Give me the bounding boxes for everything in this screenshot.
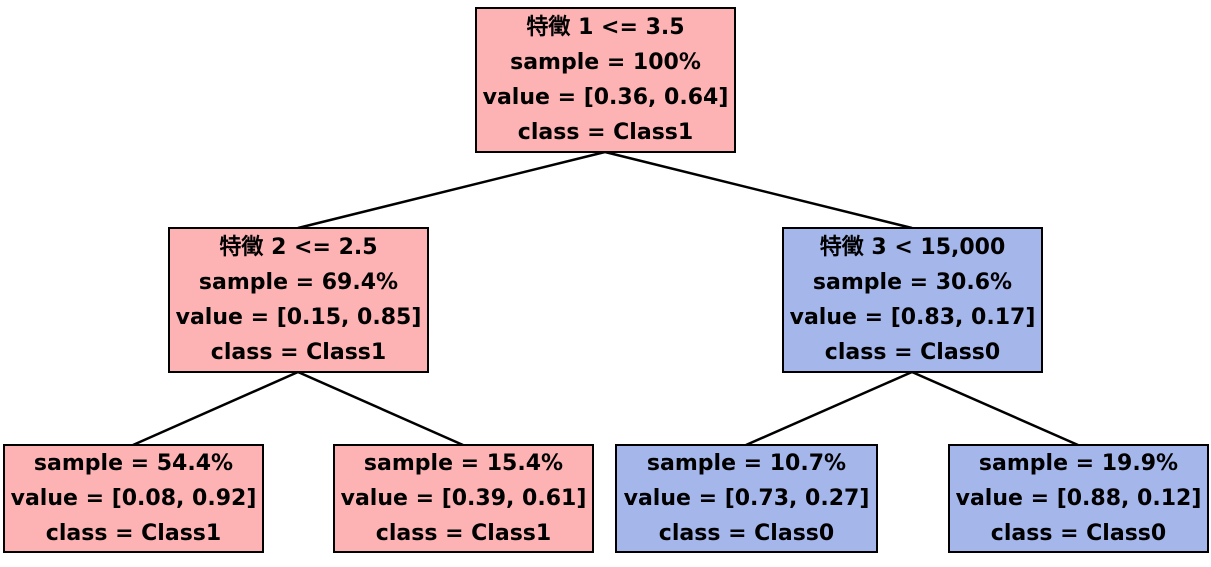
tree-leaf-left-right: sample = 15.4% value = [0.39, 0.61] clas… xyxy=(333,444,594,553)
node-class: class = Class0 xyxy=(658,521,835,546)
tree-node-left: 特徵 2 <= 2.5 sample = 69.4% value = [0.15… xyxy=(168,227,429,373)
edge-right-rightleft xyxy=(745,370,913,447)
node-class: class = Class1 xyxy=(517,120,694,145)
edge-root-left xyxy=(297,150,606,230)
node-value: value = [0.39, 0.61] xyxy=(340,486,587,511)
node-condition: 特徵 3 < 15,000 xyxy=(819,235,1006,260)
node-value: value = [0.73, 0.27] xyxy=(623,486,870,511)
node-value: value = [0.08, 0.92] xyxy=(10,486,257,511)
edge-right-rightright xyxy=(911,370,1079,447)
node-sample: sample = 69.4% xyxy=(198,270,399,295)
node-class: class = Class0 xyxy=(824,340,1001,365)
edge-left-leftright xyxy=(297,370,464,447)
node-class: class = Class1 xyxy=(375,521,552,546)
tree-node-right: 特徵 3 < 15,000 sample = 30.6% value = [0.… xyxy=(782,227,1043,373)
node-sample: sample = 10.7% xyxy=(646,451,847,476)
node-value: value = [0.88, 0.12] xyxy=(955,486,1202,511)
node-class: class = Class0 xyxy=(990,521,1167,546)
node-sample: sample = 100% xyxy=(510,50,701,75)
node-sample: sample = 19.9% xyxy=(978,451,1179,476)
node-condition: 特徵 2 <= 2.5 xyxy=(219,235,378,260)
node-class: class = Class1 xyxy=(210,340,387,365)
tree-leaf-right-left: sample = 10.7% value = [0.73, 0.27] clas… xyxy=(615,444,878,553)
node-sample: sample = 54.4% xyxy=(33,451,234,476)
node-sample: sample = 30.6% xyxy=(812,270,1013,295)
tree-leaf-left-left: sample = 54.4% value = [0.08, 0.92] clas… xyxy=(3,444,264,553)
edge-left-leftleft xyxy=(132,370,299,447)
tree-node-root: 特徵 1 <= 3.5 sample = 100% value = [0.36,… xyxy=(475,7,736,153)
node-sample: sample = 15.4% xyxy=(363,451,564,476)
node-value: value = [0.36, 0.64] xyxy=(482,85,729,110)
node-class: class = Class1 xyxy=(45,521,222,546)
tree-leaf-right-right: sample = 19.9% value = [0.88, 0.12] clas… xyxy=(948,444,1209,553)
node-value: value = [0.15, 0.85] xyxy=(175,305,422,330)
edge-root-right xyxy=(604,150,913,230)
node-value: value = [0.83, 0.17] xyxy=(789,305,1036,330)
node-condition: 特徵 1 <= 3.5 xyxy=(526,15,685,40)
